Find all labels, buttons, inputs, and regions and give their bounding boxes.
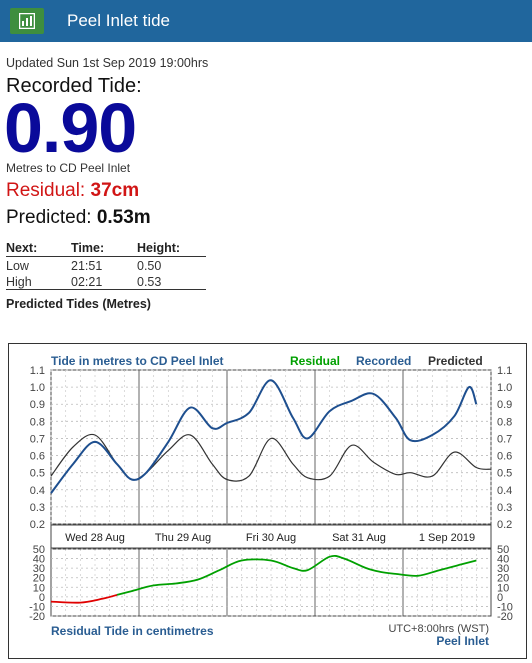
bar-chart-icon bbox=[10, 8, 44, 34]
y-tick-label: 0.6 bbox=[30, 451, 45, 463]
series-residual bbox=[116, 554, 477, 596]
series-recorded bbox=[50, 379, 478, 494]
y-tick-label-right: 0.5 bbox=[497, 468, 512, 480]
station-label: Peel Inlet bbox=[436, 634, 489, 648]
y-tick-label: 20 bbox=[33, 573, 45, 585]
y-tick-label-right: 0.9 bbox=[497, 399, 512, 411]
row-time: 02:21 bbox=[71, 273, 137, 290]
y-tick-label-right: 30 bbox=[497, 563, 509, 575]
predicted-value: 0.53m bbox=[96, 207, 151, 228]
x-category-label: 1 Sep 2019 bbox=[419, 532, 475, 544]
predicted-label: Predicted: bbox=[6, 207, 92, 228]
y-tick-label-right: 10 bbox=[497, 582, 509, 594]
header-next: Next: bbox=[6, 240, 71, 257]
y-tick-label: 0.3 bbox=[30, 502, 45, 514]
recorded-tide-value: 0.90 bbox=[4, 89, 137, 167]
y-tick-label: 0.4 bbox=[30, 485, 45, 497]
legend-recorded: Recorded bbox=[356, 354, 411, 368]
y-tick-label: 10 bbox=[33, 582, 45, 594]
legend-residual: Residual bbox=[290, 354, 340, 368]
row-time: 21:51 bbox=[71, 259, 103, 273]
x-category-label: Fri 30 Aug bbox=[246, 532, 296, 544]
predicted-tides-caption: Predicted Tides (Metres) bbox=[6, 297, 151, 311]
table-row: Low 21:51 0.50 bbox=[6, 257, 206, 273]
header-time: Time: bbox=[71, 240, 137, 257]
table-header-row: Next: Time: Height: bbox=[6, 240, 206, 257]
residual-value: 37cm bbox=[90, 180, 140, 201]
y-tick-label: 0.5 bbox=[30, 468, 45, 480]
predicted-readout: Predicted: 0.53m bbox=[6, 207, 151, 229]
residual-readout: Residual: 37cm bbox=[6, 180, 139, 202]
series-residual-negative bbox=[50, 594, 118, 604]
y-tick-label-right: 0.6 bbox=[497, 451, 512, 463]
y-tick-label: 30 bbox=[33, 563, 45, 575]
y-tick-label-right: 0.2 bbox=[497, 519, 512, 531]
x-category-label: Sat 31 Aug bbox=[332, 532, 386, 544]
y-tick-label-right: 40 bbox=[497, 554, 509, 566]
table-row: High 02:21 0.53 bbox=[6, 273, 206, 290]
y-tick-label: 40 bbox=[33, 554, 45, 566]
residual-label: Residual: bbox=[6, 180, 86, 201]
legend-predicted: Predicted bbox=[428, 354, 483, 368]
row-type: High bbox=[6, 273, 71, 290]
y-tick-label: 1.1 bbox=[30, 365, 45, 377]
day-labels: Wed 28 Aug Thu 29 Aug Fri 30 Aug Sat 31 Aug… bbox=[50, 524, 492, 549]
day-band bbox=[50, 524, 492, 549]
page-title: Peel Inlet tide bbox=[67, 11, 171, 30]
header-height: Height: bbox=[137, 240, 206, 257]
recorded-tide-label: Recorded Tide: bbox=[6, 75, 142, 97]
y-tick-label: 0.2 bbox=[30, 519, 45, 531]
lower-chart-title: Residual Tide in centimetres bbox=[51, 624, 214, 638]
x-category-label: Thu 29 Aug bbox=[155, 532, 211, 544]
y-tick-label: 0.8 bbox=[30, 416, 45, 428]
tide-chart-svg: 1.1 1.1 1.0 1.0 0.9 0.9 0.8 0.8 0.7 0.7 0.6 0.6 0.5 0… bbox=[29, 354, 513, 648]
y-tick-label-right: 20 bbox=[497, 573, 509, 585]
y-tick-label-right: 0.3 bbox=[497, 502, 512, 514]
y-tick-label: 0.7 bbox=[30, 433, 45, 445]
upper-grid: 1.1 1.1 1.0 1.0 0.9 0.9 0.8 0.8 0.7 0.7 0.6 0.6 0.5 0… bbox=[30, 365, 512, 616]
x-category-label: Wed 28 Aug bbox=[65, 532, 125, 544]
y-tick-label: -20 bbox=[29, 611, 45, 623]
y-tick-label: -10 bbox=[29, 601, 45, 613]
timezone-note: UTC+8:00hrs (WST) bbox=[388, 623, 489, 635]
y-tick-label-right: -10 bbox=[497, 601, 513, 613]
y-tick-label-right: 0 bbox=[497, 592, 503, 604]
row-type: Low bbox=[6, 259, 29, 273]
y-tick-label: 50 bbox=[33, 544, 45, 556]
y-tick-label-right: 0.7 bbox=[497, 433, 512, 445]
row-height: 0.50 bbox=[137, 259, 162, 273]
next-tides-table: Next: Time: Height: Low 21:51 0.50 High … bbox=[6, 240, 206, 290]
y-tick-label-right: 0.4 bbox=[497, 485, 512, 497]
y-tick-label-right: 1.1 bbox=[497, 365, 512, 377]
y-tick-label-right: -20 bbox=[497, 611, 513, 623]
y-tick-label: 0.9 bbox=[30, 399, 45, 411]
y-tick-label-right: 1.0 bbox=[497, 382, 512, 394]
upper-chart-title: Tide in metres to CD Peel Inlet bbox=[51, 354, 224, 368]
y-tick-label-right: 0.8 bbox=[497, 416, 512, 428]
title-bar: Peel Inlet tide bbox=[0, 0, 532, 42]
tide-chart: 1.1 1.1 1.0 1.0 0.9 0.9 0.8 0.8 0.7 0.7 0.6 0.6 0.5 0… bbox=[8, 343, 527, 659]
y-tick-label: 0 bbox=[39, 592, 45, 604]
row-height: 0.53 bbox=[137, 273, 206, 290]
recorded-units: Metres to CD Peel Inlet bbox=[6, 161, 131, 175]
updated-timestamp: Updated Sun 1st Sep 2019 19:00hrs bbox=[6, 56, 209, 70]
y-tick-label: 1.0 bbox=[30, 382, 45, 394]
series-layer bbox=[50, 379, 492, 604]
y-tick-label-right: 50 bbox=[497, 544, 509, 556]
